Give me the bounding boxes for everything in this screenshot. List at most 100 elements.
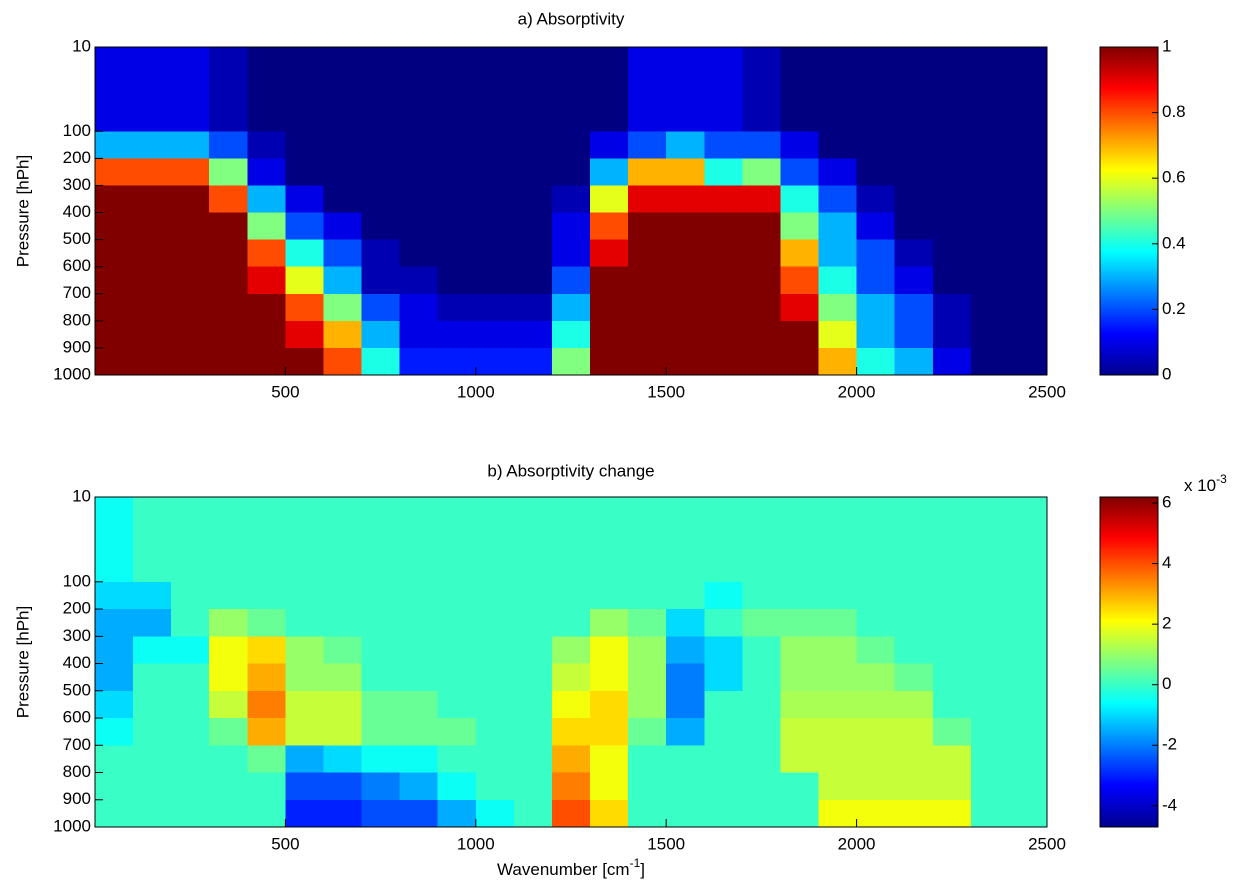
cell: [95, 745, 134, 774]
cell: [399, 320, 439, 349]
cell: [856, 799, 896, 828]
cell: [780, 581, 820, 610]
cell: [171, 745, 210, 774]
cell: [780, 320, 820, 349]
cell: [437, 239, 477, 268]
cell: [247, 131, 286, 159]
cell: [628, 636, 667, 665]
cell: [818, 718, 858, 746]
cell: [590, 745, 629, 774]
cell: [399, 293, 439, 322]
cell: [437, 609, 477, 637]
cell: [247, 663, 286, 692]
cell: [361, 266, 401, 295]
cell: [628, 663, 667, 692]
cell: [818, 347, 858, 376]
cell: [209, 131, 248, 159]
cell: [475, 609, 515, 637]
cell: [475, 131, 515, 159]
cell: [209, 718, 248, 746]
cell: [361, 690, 401, 719]
cell: [780, 158, 820, 186]
cell: [95, 158, 134, 186]
cell: [666, 690, 705, 719]
y-tick-label: 500: [63, 229, 91, 248]
cell: [628, 185, 667, 214]
cell: [1008, 772, 1048, 801]
cell: [209, 212, 248, 241]
cell: [399, 239, 439, 268]
cell: [323, 772, 363, 801]
cell: [247, 772, 286, 801]
colorbar-tick-label: 0.2: [1162, 299, 1186, 318]
cell: [171, 581, 210, 610]
cell: [247, 158, 286, 186]
cell: [475, 266, 515, 295]
cell: [970, 690, 1010, 719]
cell: [133, 636, 172, 665]
cell: [399, 158, 439, 186]
cell: [171, 690, 210, 719]
cell: [285, 293, 324, 322]
cell: [209, 799, 248, 828]
cell: [666, 636, 705, 665]
cell: [323, 497, 363, 583]
cell: [209, 745, 248, 774]
cell: [133, 293, 172, 322]
cell: [247, 799, 286, 828]
y-tick-label: 500: [63, 680, 91, 699]
cell: [399, 347, 439, 376]
cell: [894, 293, 934, 322]
cell: [894, 690, 934, 719]
cell: [133, 799, 172, 828]
y-tick-label: 1000: [53, 816, 91, 835]
cell: [133, 581, 172, 610]
cell: [628, 47, 667, 132]
cell: [133, 663, 172, 692]
colorbar-tick-label: 0.4: [1162, 233, 1186, 252]
cell: [818, 609, 858, 637]
cell: [437, 131, 477, 159]
cell: [970, 212, 1010, 241]
cell: [95, 663, 134, 692]
cell: [780, 266, 820, 295]
cell: [970, 266, 1010, 295]
cell: [856, 158, 896, 186]
cell: [894, 47, 934, 132]
cell: [171, 47, 210, 132]
cell: [970, 47, 1010, 132]
cell: [247, 497, 286, 583]
cell: [437, 690, 477, 719]
cell: [285, 799, 324, 828]
cell: [361, 636, 401, 665]
cell: [95, 636, 134, 665]
cell: [818, 663, 858, 692]
cell: [1008, 609, 1048, 637]
cell: [399, 497, 439, 583]
cell: [399, 636, 439, 665]
cell: [894, 266, 934, 295]
cell: [1008, 293, 1048, 322]
cell: [666, 47, 705, 132]
cell: [932, 772, 972, 801]
cell: [666, 745, 705, 774]
cell: [247, 320, 286, 349]
cell: [171, 131, 210, 159]
cell: [742, 636, 781, 665]
cell: [1008, 320, 1048, 349]
cell: [399, 663, 439, 692]
cell: [780, 131, 820, 159]
cell: [209, 690, 248, 719]
cell: [95, 609, 134, 637]
cell: [666, 158, 705, 186]
cell: [133, 745, 172, 774]
cell: [932, 293, 972, 322]
cell: [590, 158, 629, 186]
cell: [742, 745, 781, 774]
cell: [970, 320, 1010, 349]
cell: [323, 239, 363, 268]
cell: [932, 690, 972, 719]
cell: [133, 718, 172, 746]
cell: [970, 799, 1010, 828]
cell: [399, 609, 439, 637]
